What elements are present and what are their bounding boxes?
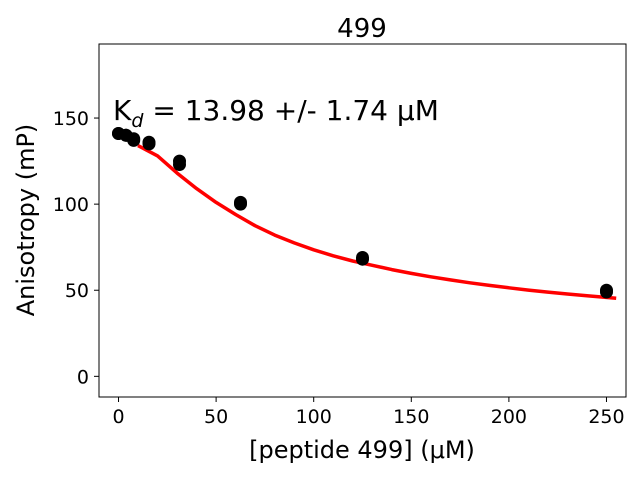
x-tick-label: 150 <box>393 406 429 428</box>
x-tick-label: 200 <box>491 406 527 428</box>
y-axis-label: Anisotropy (mP) <box>12 124 40 317</box>
kd-annotation-value: = 13.98 +/- 1.74 <box>143 94 396 127</box>
x-tick-label: 0 <box>112 406 124 428</box>
data-point <box>356 252 369 266</box>
kd-annotation: Kd = 13.98 +/- 1.74 μM <box>113 94 439 132</box>
x-axis-label: [peptide 499] (μM) <box>249 436 475 464</box>
data-point <box>142 137 156 151</box>
data-point <box>127 133 141 147</box>
x-tick-label: 50 <box>204 406 228 428</box>
y-tick-label: 50 <box>65 280 89 302</box>
kd-annotation-sub: d <box>131 110 144 132</box>
chart-title: 499 <box>337 14 387 44</box>
x-tick-label: 250 <box>588 406 624 428</box>
y-tick-label: 150 <box>53 108 89 130</box>
y-tick-label: 0 <box>77 366 89 388</box>
kd-annotation-unit: μM <box>397 94 439 127</box>
fit-curve <box>137 144 617 301</box>
data-point <box>173 158 186 171</box>
kd-annotation-k: K <box>113 94 132 127</box>
ticks: 0 50 100 150 200 250 0 50 100 150 <box>53 108 625 428</box>
plot-frame <box>98 43 627 398</box>
plot-content <box>112 127 617 301</box>
x-tick-label: 100 <box>296 406 332 428</box>
y-tick-label: 100 <box>53 194 89 216</box>
data-point <box>234 197 247 211</box>
data-point <box>600 285 613 299</box>
